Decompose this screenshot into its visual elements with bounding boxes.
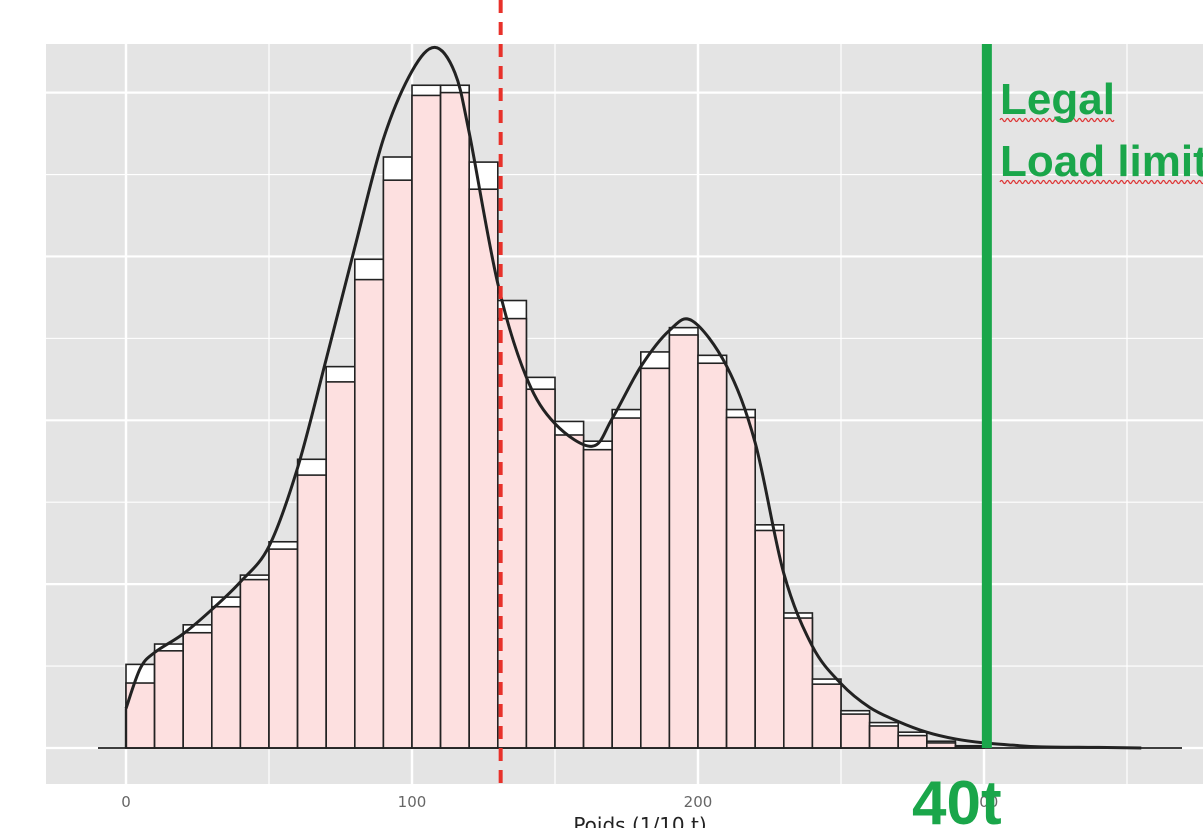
x-tick-label: 300 (970, 793, 999, 811)
histogram-bars (124, 84, 985, 749)
histogram-bar (897, 734, 928, 749)
x-tick-label: 100 (398, 793, 427, 811)
histogram-bar (525, 388, 556, 749)
histogram-bar (697, 362, 728, 749)
spellcheck-underline (999, 117, 1115, 123)
histogram-bar (754, 529, 785, 749)
x-tick-label: 200 (684, 793, 713, 811)
spellcheck-underline (999, 179, 1203, 185)
histogram-bar (840, 713, 871, 749)
histogram-bar (296, 474, 328, 749)
histogram-bar (182, 631, 213, 749)
histogram-bar (239, 578, 270, 749)
histogram-bar (811, 683, 842, 749)
x-axis-title: Poids (1/10 t) (573, 813, 706, 828)
histogram-bar (268, 548, 299, 749)
histogram-bar (211, 605, 242, 749)
histogram-bar (411, 94, 442, 749)
histogram-bar (868, 725, 899, 749)
limit-annotation-line-1: Legal (1000, 75, 1115, 124)
density-curve (124, 45, 1142, 750)
histogram-bar (725, 416, 756, 749)
histogram-bar (382, 179, 413, 749)
histogram-bar (639, 367, 671, 749)
histogram-bar (153, 650, 185, 749)
histogram-bar (554, 434, 585, 749)
histogram-bar (468, 188, 499, 749)
limit-value-label: 40t (912, 769, 1002, 828)
x-axis-ticks: 0 100 200 300 (121, 117, 1203, 811)
limit-annotation-line-2: Load limit (1000, 137, 1203, 186)
histogram-bar (582, 448, 613, 749)
histogram-bar (668, 334, 699, 749)
x-tick-label: 0 (121, 793, 131, 811)
histogram-bar (611, 417, 642, 749)
histogram-bar (325, 381, 356, 749)
histogram-bar (439, 91, 471, 749)
histogram-bar (353, 278, 385, 749)
